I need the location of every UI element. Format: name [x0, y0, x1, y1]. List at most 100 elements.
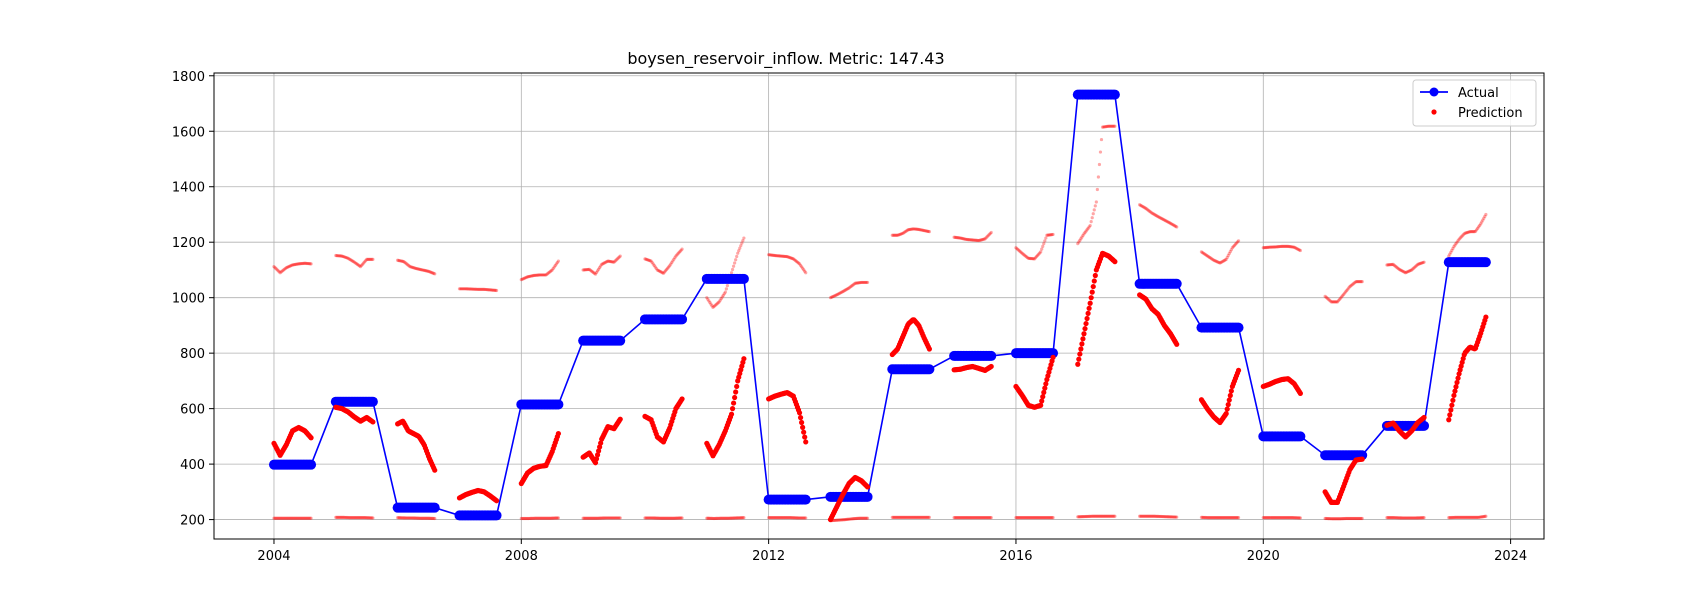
prediction-faint-point [1346, 287, 1350, 291]
prediction-faint-point [1355, 279, 1359, 284]
prediction-faint-point [1048, 516, 1052, 520]
prediction-faint-point [475, 287, 479, 291]
prediction-faint-point [903, 230, 907, 234]
prediction-faint-point [1019, 250, 1023, 254]
prediction-faint-point [613, 516, 617, 520]
prediction-faint-point [1327, 298, 1331, 302]
prediction-faint-point [1396, 266, 1400, 271]
prediction-faint-point [1453, 515, 1457, 520]
prediction-faint-point [967, 238, 972, 242]
legend-actual-marker [1429, 87, 1439, 97]
prediction-faint-point [1033, 256, 1038, 260]
prediction-faint-point [649, 516, 653, 520]
prediction-faint-point [892, 515, 896, 519]
prediction-faint-point [556, 259, 561, 263]
prediction-faint-point [665, 516, 669, 520]
prediction-faint-point [1159, 514, 1163, 519]
prediction-faint-point [1098, 150, 1103, 154]
prediction-faint-point [342, 255, 346, 259]
prediction-faint-point [1271, 245, 1276, 249]
prediction-faint-point [1412, 266, 1416, 270]
prediction-faint-point [1200, 251, 1205, 255]
prediction-faint-point [1217, 260, 1221, 265]
prediction-faint-point [1234, 516, 1239, 520]
prediction-faint-point [828, 296, 833, 300]
prediction-faint-point [405, 262, 409, 266]
prediction-faint-point [984, 516, 988, 520]
prediction-faint-point [1157, 215, 1161, 219]
prediction-faint-point [829, 295, 834, 299]
prediction-faint-point [742, 516, 746, 520]
prediction-point [1041, 389, 1047, 396]
prediction-faint-point [1165, 515, 1170, 519]
prediction-faint-point [1353, 280, 1357, 285]
prediction-faint-point [1163, 515, 1167, 519]
actual-point [491, 510, 502, 521]
prediction-faint-point [609, 260, 613, 264]
prediction-faint-point [411, 516, 415, 520]
prediction-faint-point [1484, 212, 1488, 217]
prediction-faint-point [350, 259, 354, 263]
prediction-faint-point [955, 236, 959, 240]
prediction-faint-point [738, 516, 742, 520]
prediction-faint-point [1154, 213, 1158, 218]
prediction-faint-point [673, 516, 677, 520]
prediction-faint-point [1403, 271, 1408, 275]
prediction-faint-point [403, 260, 407, 265]
prediction-faint-point [1471, 230, 1476, 234]
prediction-faint-point [720, 295, 724, 299]
prediction-faint-point [397, 258, 401, 263]
prediction-faint-point [281, 516, 285, 520]
prediction-faint-point [1015, 247, 1019, 251]
prediction-faint-point [520, 516, 524, 521]
prediction-faint-point [1297, 516, 1301, 520]
prediction-faint-point [837, 518, 841, 522]
prediction-faint-point [1420, 516, 1424, 520]
prediction-faint-point [611, 516, 615, 520]
prediction-faint-point [1476, 515, 1480, 519]
prediction-faint-point [1156, 215, 1160, 219]
prediction-faint-point [984, 236, 988, 240]
prediction-faint-point [775, 254, 779, 258]
prediction-faint-point [550, 268, 554, 272]
prediction-faint-point [521, 277, 525, 281]
prediction-faint-point [708, 300, 712, 305]
prediction-faint-point [847, 286, 851, 290]
prediction-point [1228, 388, 1234, 394]
prediction-faint-point [850, 517, 854, 521]
prediction-faint-point [908, 515, 912, 519]
prediction-faint-point [1295, 247, 1299, 251]
prediction-faint-point [491, 288, 496, 292]
legend-prediction-marker [1431, 109, 1437, 115]
chart-title: boysen_reservoir_inflow. Metric: 147.43 [627, 49, 944, 69]
prediction-faint-point [859, 280, 863, 285]
prediction-faint-point [711, 516, 715, 521]
prediction-faint-point [303, 516, 307, 520]
prediction-faint-point [1220, 516, 1224, 520]
prediction-faint-point [1143, 514, 1147, 518]
prediction-faint-point [1046, 233, 1050, 237]
prediction-faint-point [429, 516, 433, 520]
prediction-faint-point [784, 516, 788, 520]
prediction-faint-point [859, 516, 863, 520]
prediction-point [801, 429, 807, 435]
prediction-faint-point [530, 516, 534, 520]
prediction-faint-point [600, 262, 604, 266]
prediction-faint-point [670, 516, 674, 520]
prediction-faint-point [1265, 245, 1270, 249]
prediction-faint-point [614, 516, 618, 520]
prediction-faint-point [336, 254, 340, 258]
prediction-faint-point [729, 516, 734, 520]
prediction-faint-point [1420, 261, 1424, 265]
prediction-faint-point [715, 516, 719, 520]
prediction-faint-point [973, 238, 977, 242]
prediction-faint-point [767, 516, 771, 520]
prediction-faint-point [404, 516, 408, 520]
prediction-faint-point [800, 516, 804, 520]
prediction-faint-point [1236, 239, 1241, 243]
prediction-faint-point [891, 233, 895, 237]
prediction-faint-point [717, 300, 721, 304]
prediction-faint-point [1221, 259, 1225, 263]
prediction-faint-point [1041, 244, 1045, 248]
prediction-faint-point [1097, 162, 1102, 167]
